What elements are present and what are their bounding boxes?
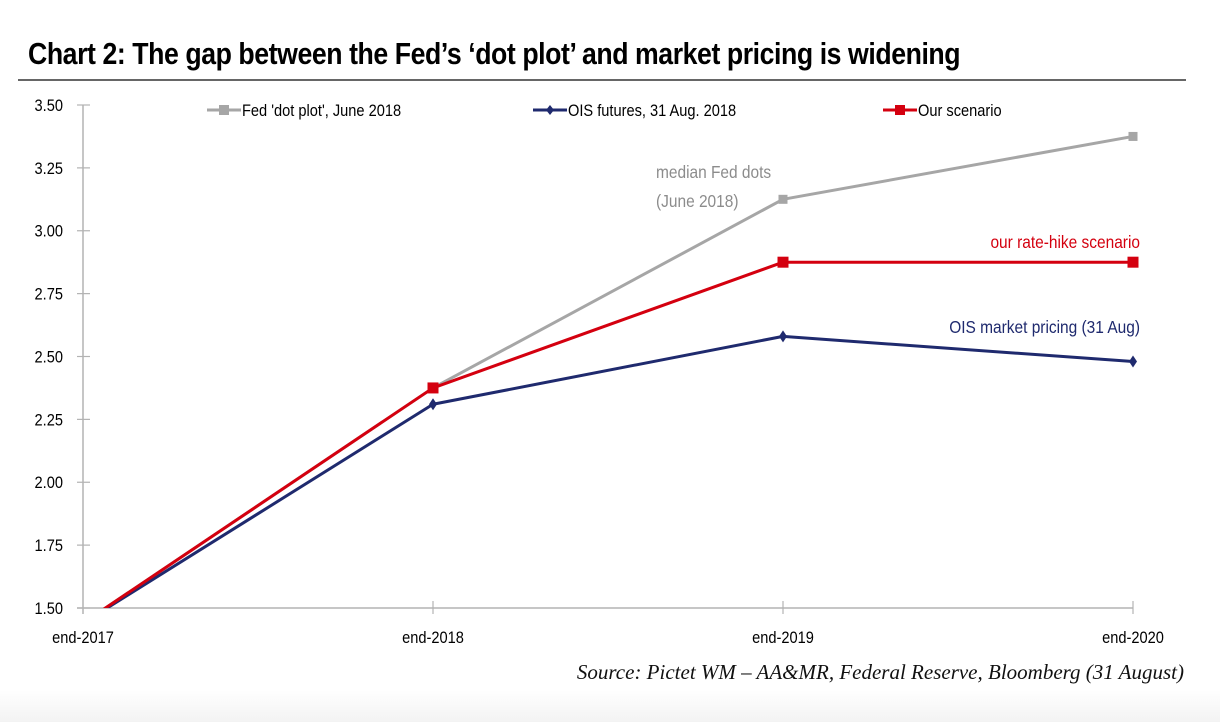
data-point-marker — [427, 382, 439, 394]
series-line-0 — [102, 134, 1134, 608]
annotation-label: our rate-hike scenario — [990, 232, 1140, 252]
legend-item: Our scenario — [883, 102, 1002, 120]
page-bottom-fade — [0, 690, 1220, 722]
legend-item: Fed 'dot plot', June 2018 — [207, 102, 401, 120]
source-note: Source: Pictet WM – AA&MR, Federal Reser… — [576, 660, 1184, 684]
y-tick-label: 3.00 — [35, 223, 64, 241]
x-tick-label: end-2018 — [402, 629, 464, 647]
legend-label: OIS futures, 31 Aug. 2018 — [568, 102, 736, 120]
data-point-marker — [1129, 355, 1137, 368]
data-point-marker — [779, 330, 787, 343]
legend-marker — [546, 105, 554, 115]
annotation-label: (June 2018) — [656, 191, 739, 211]
y-tick-label: 2.50 — [35, 349, 64, 367]
axes: 1.50 1.75 2.00 2.25 2.50 2.75 3.00 3.25 3.50 end-… — [35, 97, 1164, 647]
x-tick-label: end-2020 — [1102, 629, 1164, 647]
y-tick-label: 1.75 — [35, 537, 64, 555]
markers-group — [427, 131, 1139, 411]
legend-item: OIS futures, 31 Aug. 2018 — [533, 102, 736, 120]
series-group — [102, 134, 1134, 608]
y-tick-label: 3.50 — [35, 97, 64, 115]
x-tick-label: end-2019 — [752, 629, 814, 647]
data-point-marker — [1127, 256, 1139, 268]
y-tick-label: 2.25 — [35, 411, 64, 429]
chart-title: Chart 2: The gap between the Fed’s ‘dot … — [28, 36, 961, 71]
data-point-marker — [1128, 131, 1138, 141]
series-line-2 — [102, 260, 1133, 608]
y-tick-label: 1.50 — [35, 600, 64, 618]
series-line-1 — [104, 334, 1134, 608]
annotations-group: median Fed dots (June 2018) our rate-hike … — [656, 162, 1140, 337]
data-point-marker — [777, 256, 789, 268]
x-tick-label: end-2017 — [52, 629, 114, 647]
data-point-marker — [429, 398, 437, 411]
legend-marker — [219, 105, 229, 115]
data-point-marker — [778, 194, 788, 204]
y-tick-label: 2.75 — [35, 286, 64, 304]
annotation-label: OIS market pricing (31 Aug) — [949, 317, 1140, 337]
legend-label: Our scenario — [918, 102, 1002, 120]
title-divider — [18, 79, 1186, 81]
legend-label: Fed 'dot plot', June 2018 — [242, 102, 401, 120]
annotation-label: median Fed dots — [656, 162, 771, 182]
legend-marker — [895, 105, 905, 115]
legend: Fed 'dot plot', June 2018 OIS futures, 31… — [207, 102, 1002, 120]
y-tick-label: 3.25 — [35, 160, 64, 178]
y-tick-label: 2.00 — [35, 474, 64, 492]
